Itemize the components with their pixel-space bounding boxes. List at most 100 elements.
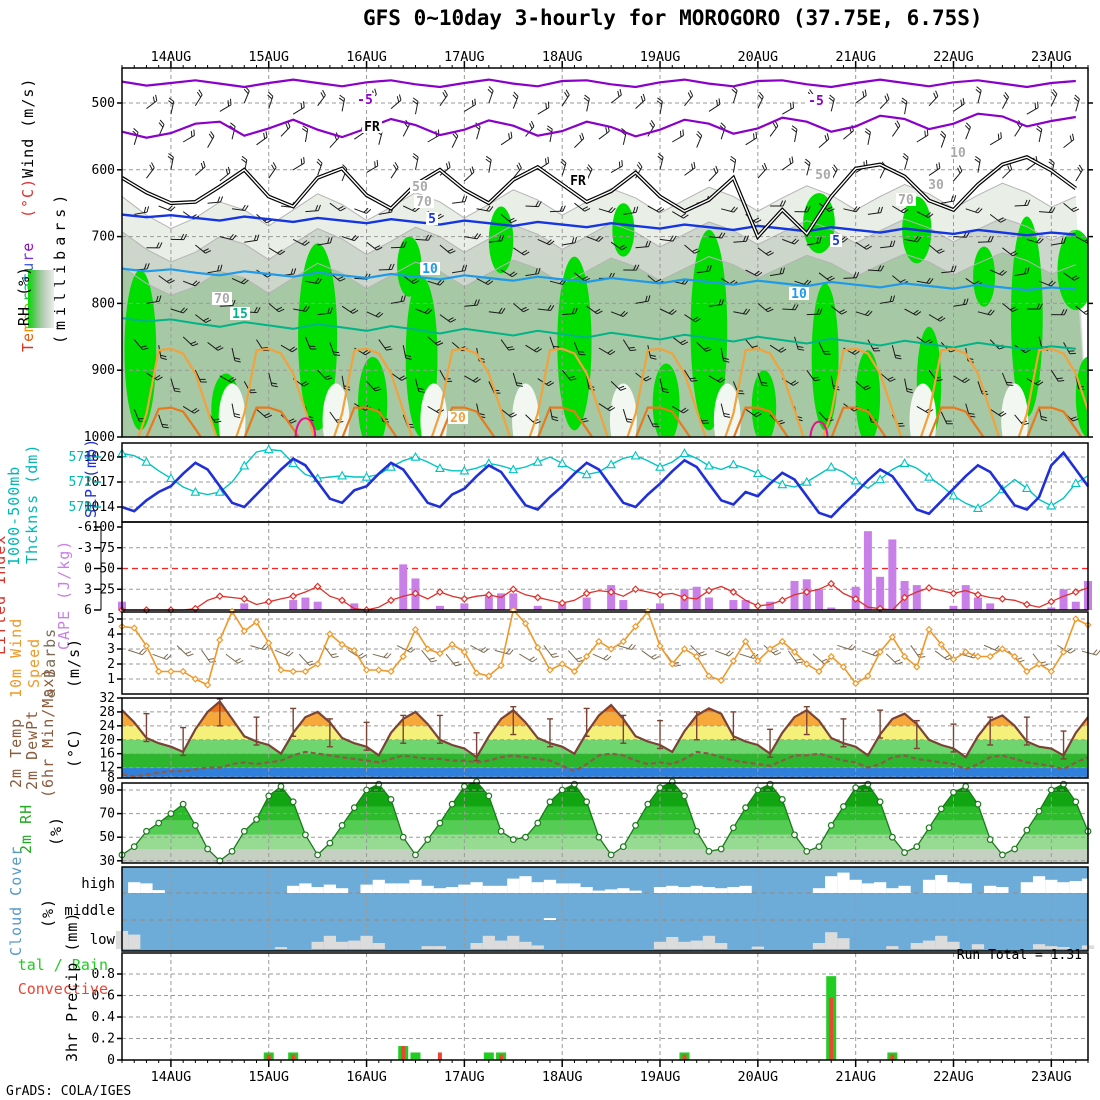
temp2m-label: 2m Temp (7, 717, 25, 788)
svg-text:50: 50 (412, 180, 428, 195)
svg-text:0.8: 0.8 (92, 967, 115, 982)
svg-text:600: 600 (92, 163, 115, 178)
svg-text:-5: -5 (357, 93, 373, 108)
minmax-label: (6hr Min/Max) (39, 667, 57, 798)
svg-text:23AUG: 23AUG (1031, 49, 1072, 65)
cloud-unit-label: (%) (39, 897, 57, 928)
wind10m-label-1: 10m Wind (7, 617, 25, 698)
svg-text:3: 3 (84, 582, 92, 597)
svg-text:FR: FR (364, 120, 380, 135)
svg-text:FR: FR (570, 174, 586, 189)
svg-text:32: 32 (99, 691, 115, 706)
rh2m-unit-label: (%) (47, 815, 65, 846)
grads-credit: GrADS: COLA/IGES (6, 1084, 132, 1099)
svg-text:0.4: 0.4 (92, 1010, 116, 1025)
svg-text:25: 25 (99, 582, 115, 597)
millibars-label: (millibars) (51, 189, 69, 344)
precip-axis-label: 3hr Precip (mm) (63, 911, 81, 1062)
svg-text:30: 30 (99, 854, 115, 869)
ms-unit-label: (m/s) (65, 637, 83, 688)
svg-text:20: 20 (450, 411, 466, 426)
svg-text:16AUG: 16AUG (346, 49, 387, 65)
svg-text:8: 8 (107, 771, 115, 786)
svg-text:-6: -6 (76, 520, 92, 535)
convective-label: Convective (17, 980, 108, 998)
degc-unit-label: (°C) (65, 727, 83, 768)
svg-text:900: 900 (92, 363, 115, 378)
svg-text:3: 3 (107, 642, 115, 657)
svg-text:10: 10 (422, 262, 438, 277)
svg-text:24: 24 (99, 719, 115, 734)
svg-text:-5: -5 (808, 94, 824, 109)
svg-text:19AUG: 19AUG (640, 49, 681, 65)
svg-text:30: 30 (928, 178, 944, 193)
svg-text:75: 75 (99, 541, 115, 556)
svg-text:14AUG: 14AUG (151, 49, 192, 65)
svg-text:700: 700 (92, 230, 115, 245)
svg-text:570: 570 (69, 500, 92, 515)
svg-text:50: 50 (815, 168, 831, 183)
svg-text:17AUG: 17AUG (444, 49, 485, 65)
svg-text:0: 0 (84, 562, 92, 577)
svg-text:6: 6 (84, 603, 92, 618)
rh-legend-label: RH (%) (15, 265, 33, 326)
svg-text:0.2: 0.2 (92, 1032, 115, 1047)
rh-legend-swatch (28, 270, 54, 328)
svg-text:1: 1 (107, 672, 115, 687)
svg-text:high: high (81, 876, 115, 892)
svg-text:15AUG: 15AUG (248, 49, 289, 65)
svg-text:10: 10 (791, 287, 807, 302)
dewpt2m-label: 2m DewPt (23, 709, 41, 790)
svg-text:90: 90 (99, 783, 115, 798)
svg-text:low: low (90, 932, 116, 948)
run-total-label: Run Total = 1.31 (956, 948, 1082, 963)
wind-ms-label: Wind (m/s) (19, 77, 37, 178)
svg-text:14AUG: 14AUG (151, 1069, 192, 1085)
svg-text:28: 28 (99, 705, 115, 720)
svg-text:500: 500 (92, 96, 115, 111)
svg-text:18AUG: 18AUG (542, 49, 583, 65)
svg-text:10: 10 (950, 146, 966, 161)
svg-text:50: 50 (99, 562, 115, 577)
svg-text:70: 70 (99, 807, 115, 822)
svg-text:100: 100 (92, 520, 115, 535)
svg-text:21AUG: 21AUG (835, 1069, 876, 1085)
svg-text:800: 800 (92, 296, 115, 311)
slp-axis-label: SLP (mb) (82, 437, 100, 518)
svg-text:5: 5 (107, 612, 115, 627)
svg-text:2: 2 (107, 657, 115, 672)
svg-text:5: 5 (832, 234, 840, 249)
svg-text:70: 70 (416, 195, 432, 210)
total-rain-label: tal / Rain (17, 956, 108, 974)
svg-text:middle: middle (64, 903, 115, 919)
svg-text:21AUG: 21AUG (835, 49, 876, 65)
svg-text:70: 70 (214, 292, 230, 307)
svg-text:50: 50 (99, 830, 115, 845)
svg-text:70: 70 (898, 193, 914, 208)
svg-text:16AUG: 16AUG (346, 1069, 387, 1085)
cloud-cover-label: Cloud Cover (7, 845, 25, 956)
svg-text:15AUG: 15AUG (248, 1069, 289, 1085)
svg-text:22AUG: 22AUG (933, 1069, 974, 1085)
thickness-label-2: Thcknss (dm) (23, 443, 41, 564)
svg-text:0.6: 0.6 (92, 989, 115, 1004)
svg-text:16: 16 (99, 747, 115, 762)
svg-text:-3: -3 (76, 541, 92, 556)
svg-text:20AUG: 20AUG (738, 1069, 779, 1085)
svg-text:22AUG: 22AUG (933, 49, 974, 65)
svg-text:0: 0 (107, 1053, 115, 1068)
svg-text:4: 4 (107, 627, 115, 642)
svg-text:1000: 1000 (84, 430, 115, 445)
degc-label: (°C) (19, 177, 37, 218)
wind-axis-label: (°C)Wind (m/s) (19, 77, 37, 218)
svg-text:20AUG: 20AUG (738, 49, 779, 65)
svg-text:20: 20 (99, 733, 115, 748)
svg-text:5: 5 (428, 212, 436, 227)
svg-text:572: 572 (69, 475, 92, 490)
svg-text:17AUG: 17AUG (444, 1069, 485, 1085)
svg-text:15: 15 (232, 307, 248, 322)
page-title: GFS 0~10day 3-hourly for MOROGORO (37.75… (363, 6, 983, 30)
svg-text:18AUG: 18AUG (542, 1069, 583, 1085)
